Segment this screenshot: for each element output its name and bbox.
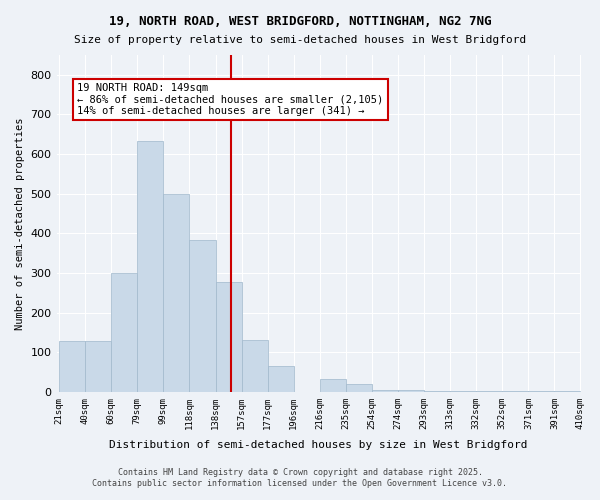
- Bar: [59, 341, 85, 392]
- Y-axis label: Number of semi-detached properties: Number of semi-detached properties: [15, 117, 25, 330]
- Text: Contains HM Land Registry data © Crown copyright and database right 2025.
Contai: Contains HM Land Registry data © Crown c…: [92, 468, 508, 487]
- Bar: [502, 391, 529, 392]
- Bar: [450, 391, 476, 392]
- Bar: [163, 194, 190, 392]
- Bar: [190, 240, 215, 392]
- Bar: [268, 366, 294, 392]
- Text: 19 NORTH ROAD: 149sqm
← 86% of semi-detached houses are smaller (2,105)
14% of s: 19 NORTH ROAD: 149sqm ← 86% of semi-deta…: [77, 82, 383, 116]
- Bar: [215, 282, 242, 392]
- Bar: [424, 391, 450, 392]
- Bar: [111, 273, 137, 392]
- Bar: [398, 390, 424, 392]
- Bar: [529, 391, 554, 392]
- Text: 19, NORTH ROAD, WEST BRIDGFORD, NOTTINGHAM, NG2 7NG: 19, NORTH ROAD, WEST BRIDGFORD, NOTTINGH…: [109, 15, 491, 28]
- Bar: [242, 340, 268, 392]
- Text: Size of property relative to semi-detached houses in West Bridgford: Size of property relative to semi-detach…: [74, 35, 526, 45]
- X-axis label: Distribution of semi-detached houses by size in West Bridgford: Distribution of semi-detached houses by …: [109, 440, 528, 450]
- Bar: [320, 379, 346, 392]
- Bar: [137, 142, 163, 392]
- Bar: [372, 390, 398, 392]
- Bar: [476, 391, 502, 392]
- Bar: [85, 341, 111, 392]
- Bar: [346, 384, 372, 392]
- Bar: [554, 391, 580, 392]
